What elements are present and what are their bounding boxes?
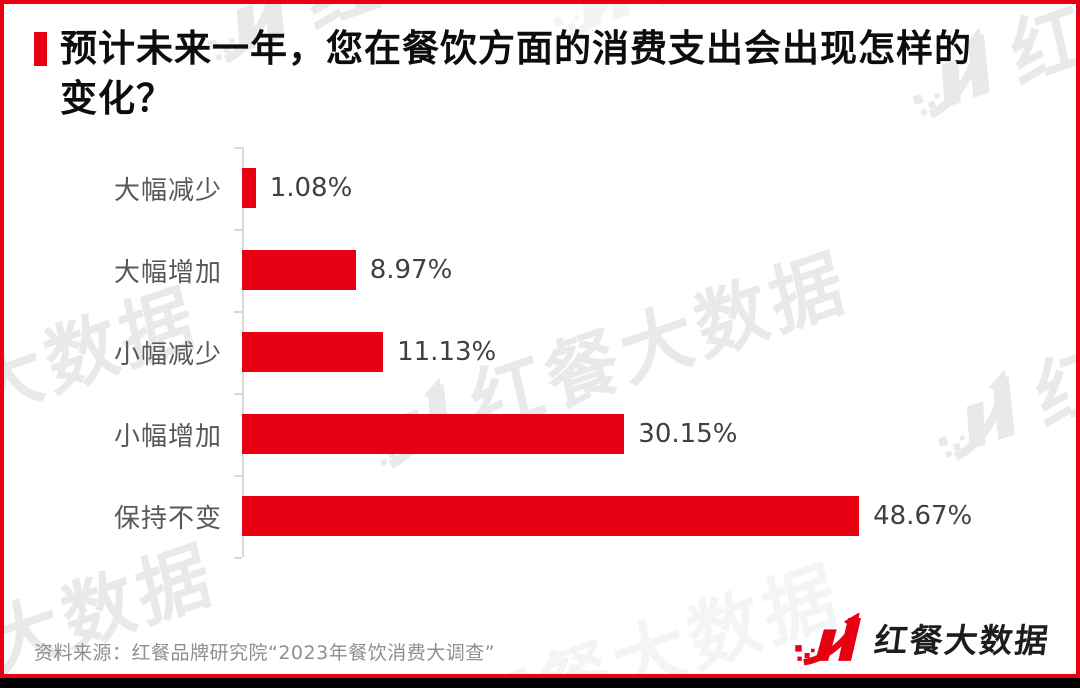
chart-row: 保持不变 48.67% (4, 475, 1076, 557)
bar (242, 414, 625, 454)
value-label: 11.13% (397, 337, 497, 367)
axis-tick (234, 557, 242, 559)
chart-row: 大幅增加 8.97% (4, 229, 1076, 311)
source-text: 资料来源：红餐品牌研究院“2023年餐饮消费大调查” (34, 642, 496, 664)
brand-lockup: 红餐大数据 (795, 608, 1053, 668)
axis-tick (234, 147, 242, 149)
chart-row: 大幅减少 1.08% (4, 147, 1076, 229)
value-label: 48.67% (873, 501, 973, 531)
axis-tick (234, 311, 242, 313)
bar-chart: 大幅减少 1.08% 大幅增加 8.97% 小幅减少 11.13% 小幅增加 30.15% 保持… (4, 147, 1076, 559)
category-label: 大幅增加 (113, 257, 222, 288)
page-title-line-2: 变化？ (60, 77, 174, 120)
value-label: 30.15% (638, 419, 738, 449)
axis-tick (234, 229, 242, 231)
page-title-line-1: 预计未来一年，您在餐饮方面的消费支出会出现怎样的 (60, 27, 972, 70)
title-marker (34, 32, 47, 66)
category-label: 小幅增加 (113, 421, 222, 452)
axis-tick (234, 475, 242, 477)
bar (242, 250, 356, 290)
category-label: 小幅减少 (113, 339, 222, 370)
value-label: 1.08% (269, 173, 353, 203)
category-label: 大幅减少 (113, 175, 222, 206)
bottom-black-strip (0, 678, 1080, 688)
brand-logo-icon (795, 608, 867, 668)
page-title: 预计未来一年，您在餐饮方面的消费支出会出现怎样的 变化？ (60, 24, 972, 124)
category-label: 保持不变 (113, 503, 222, 534)
brand-name: 红餐大数据 (872, 621, 1053, 660)
watermark-text: 红餐大数据 (639, 4, 1037, 27)
value-label: 8.97% (369, 255, 453, 285)
chart-rows: 大幅减少 1.08% 大幅增加 8.97% 小幅减少 11.13% 小幅增加 30.15% 保持… (4, 147, 1076, 557)
watermark-text: 红餐大数据 (999, 4, 1076, 105)
bar (242, 496, 860, 536)
axis-tick (234, 393, 242, 395)
title-block: 预计未来一年，您在餐饮方面的消费支出会出现怎样的 变化？ (34, 24, 972, 124)
chart-row: 小幅减少 11.13% (4, 311, 1076, 393)
bar (242, 168, 256, 208)
chart-row: 小幅增加 30.15% (4, 393, 1076, 475)
bar (242, 332, 384, 372)
